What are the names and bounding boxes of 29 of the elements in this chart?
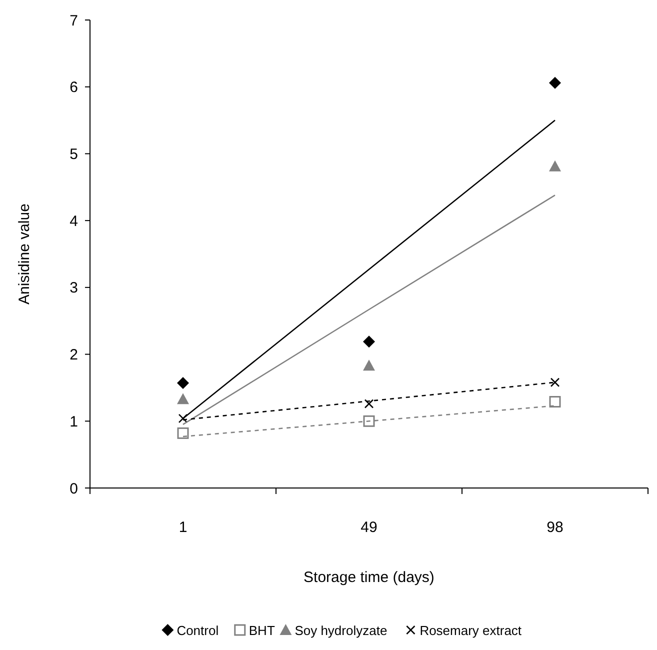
point bbox=[178, 414, 188, 424]
x-tick-label: 1 bbox=[178, 519, 188, 536]
point bbox=[549, 76, 561, 89]
y-tick-label: 7 bbox=[70, 12, 78, 30]
point bbox=[549, 160, 561, 172]
y-tick-label: 3 bbox=[70, 280, 78, 297]
y-tick-label: 0 bbox=[70, 480, 78, 498]
legend-label: Soy hydrolyzate bbox=[294, 623, 388, 638]
legend-label: Control bbox=[176, 623, 219, 638]
y-axis-title: Anisidine value bbox=[16, 204, 33, 304]
x-tick-label: 49 bbox=[360, 519, 378, 536]
legend-label: Rosemary extract bbox=[420, 623, 522, 638]
point bbox=[550, 378, 560, 388]
y-tick-label: 1 bbox=[70, 413, 78, 430]
point bbox=[363, 360, 375, 371]
y-tick-label: 6 bbox=[70, 79, 78, 96]
y-tick-label: 2 bbox=[70, 346, 78, 364]
y-tick-label: 5 bbox=[70, 146, 78, 163]
legend-label: BHT bbox=[248, 623, 275, 638]
point bbox=[549, 396, 561, 408]
point bbox=[364, 399, 374, 408]
point bbox=[363, 336, 375, 348]
point bbox=[177, 427, 189, 439]
x-tick-label: 98 bbox=[546, 519, 564, 536]
y-tick-label: 4 bbox=[70, 212, 78, 230]
point bbox=[177, 377, 189, 390]
point bbox=[177, 393, 189, 404]
x-axis-title: Storage time (days) bbox=[304, 569, 434, 586]
point bbox=[363, 415, 375, 427]
